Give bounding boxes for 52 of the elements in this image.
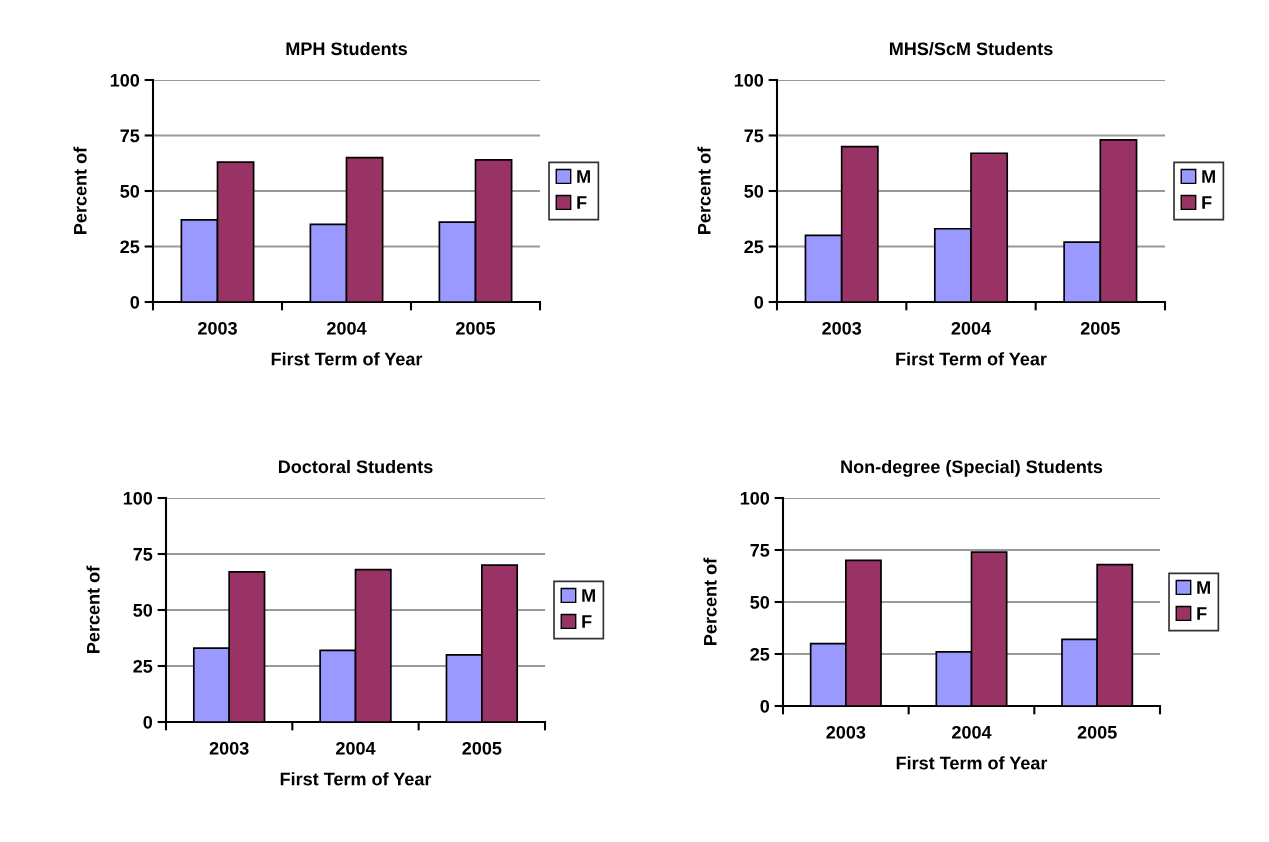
chart-title: MHS/ScM Students <box>889 41 1053 56</box>
legend-label: M <box>1197 581 1210 594</box>
x-tick-label: 2005 <box>1077 725 1117 739</box>
y-tick-label: 75 <box>133 548 153 561</box>
chart-title: MPH Students <box>286 41 407 56</box>
y-axis-title: Percent of <box>703 557 717 645</box>
y-axis-title: Percent of <box>697 146 711 234</box>
y-tick-label: 0 <box>143 715 153 729</box>
chart-title: Non-degree (Special) Students <box>841 459 1103 477</box>
x-axis-title: First Term of Year <box>896 756 1048 770</box>
chart-title: Doctoral Students <box>278 459 433 474</box>
y-tick-label: 50 <box>750 595 770 609</box>
y-tick-label: 25 <box>120 240 140 254</box>
legend-label: F <box>1197 607 1207 620</box>
y-tick-label: 75 <box>744 129 764 143</box>
y-tick-label: 25 <box>744 240 764 254</box>
x-axis-title: First Term of Year <box>271 352 423 366</box>
x-tick-label: 2003 <box>822 321 862 335</box>
legend-label: F <box>577 196 587 209</box>
legend-label: F <box>582 615 592 628</box>
x-axis-title: First Term of Year <box>280 772 432 786</box>
x-tick-label: 2004 <box>951 321 991 335</box>
y-axis-title: Percent of <box>86 565 100 653</box>
y-tick-label: 50 <box>120 184 140 198</box>
y-tick-label: 100 <box>740 491 770 505</box>
x-tick-label: 2004 <box>327 321 367 335</box>
y-tick-label: 50 <box>133 603 153 617</box>
y-tick-label: 100 <box>123 491 153 505</box>
legend-label: F <box>1202 196 1212 209</box>
x-tick-label: 2005 <box>456 321 496 335</box>
x-tick-label: 2004 <box>952 725 992 739</box>
legend-label: M <box>582 589 595 602</box>
y-tick-label: 100 <box>734 73 764 87</box>
y-tick-label: 50 <box>744 184 764 198</box>
x-tick-label: 2003 <box>198 321 237 335</box>
legend-label: M <box>577 170 590 183</box>
y-tick-label: 25 <box>133 659 153 673</box>
x-tick-label: 2005 <box>1080 321 1120 335</box>
y-tick-label: 75 <box>750 544 770 557</box>
legend-label: M <box>1202 170 1215 183</box>
x-tick-label: 2003 <box>826 725 866 739</box>
y-tick-label: 100 <box>110 73 140 87</box>
y-tick-label: 0 <box>760 699 770 713</box>
y-tick-label: 75 <box>120 129 140 143</box>
y-axis-title: Percent of <box>73 146 87 234</box>
y-tick-label: 0 <box>754 295 764 309</box>
y-tick-label: 0 <box>130 295 140 309</box>
x-axis-title: First Term of Year <box>896 352 1047 366</box>
x-tick-label: 2005 <box>462 741 502 755</box>
x-tick-label: 2004 <box>336 741 376 755</box>
y-tick-label: 25 <box>750 647 770 661</box>
x-tick-label: 2003 <box>209 741 249 755</box>
